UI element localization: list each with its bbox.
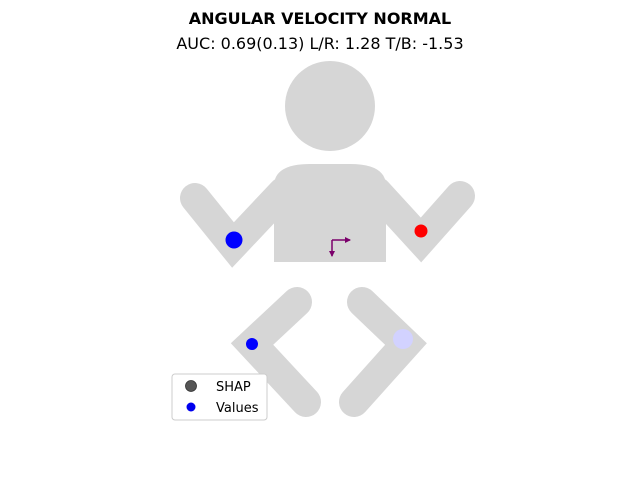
figure-title: ANGULAR VELOCITY NORMAL [188,9,452,28]
legend-shap-label: SHAP [216,380,251,395]
left-wrist-marker [225,231,243,249]
figure-subtitle: AUC: 0.69(0.13) L/R: 1.28 T/B: -1.53 [176,34,464,53]
sensor-markers [225,224,428,350]
right-ankle-marker [393,329,413,349]
right-arm-shape [362,177,475,263]
legend-values-marker [186,402,196,412]
torso-shape [274,164,386,262]
legend: SHAP Values [171,373,268,421]
direction-arrows [329,237,351,257]
right-wrist-marker [414,224,428,238]
legend-values-label: Values [216,401,259,416]
left-ankle-marker [246,338,258,350]
right-leg-shape [339,287,427,417]
head-shape [285,61,375,151]
legend-shap-marker [185,380,197,392]
